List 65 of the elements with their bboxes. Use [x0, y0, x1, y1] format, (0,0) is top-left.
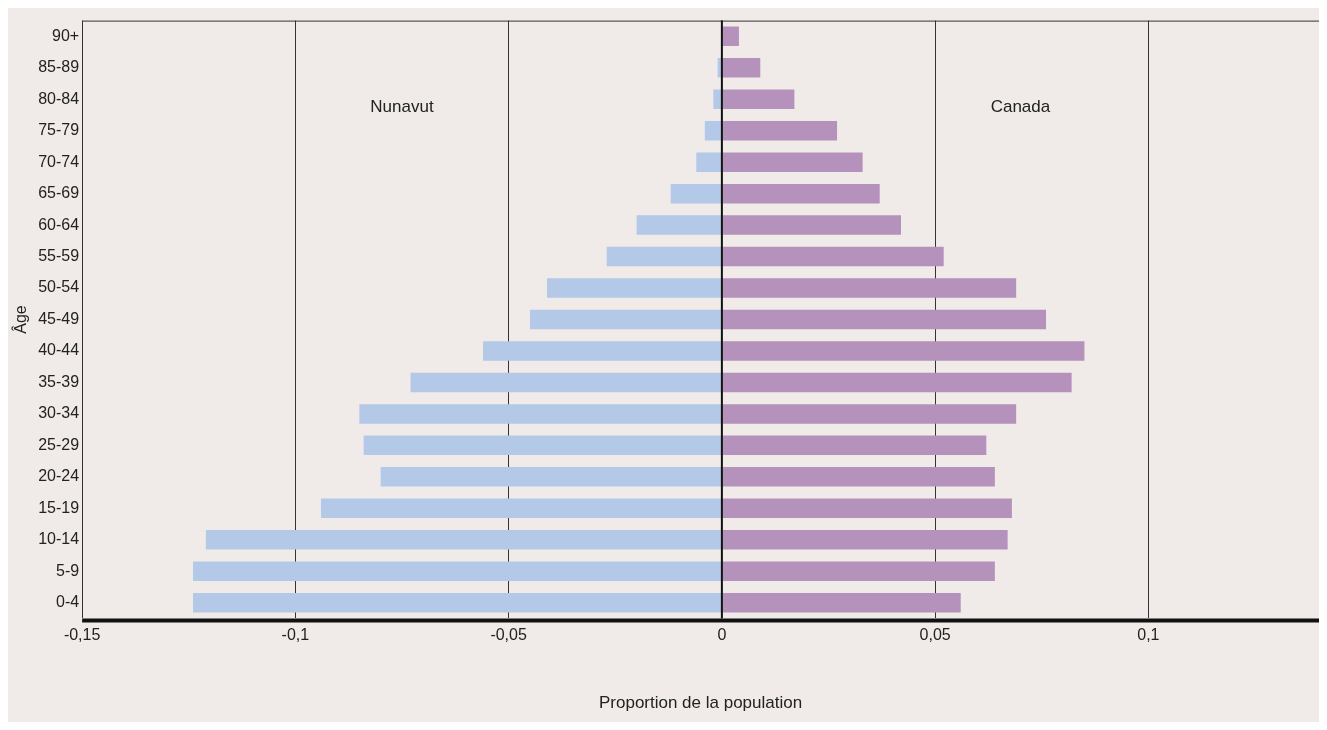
bar [363, 435, 722, 456]
x-tick-label: -0,15 [63, 626, 101, 644]
x-tick-label: -0,05 [490, 626, 527, 644]
x-tick-label: -0,1 [281, 626, 310, 644]
bar [483, 341, 722, 361]
bar [722, 498, 1012, 519]
y-tick-label: 70-74 [38, 152, 80, 170]
text: Nunavut [370, 96, 434, 116]
bar [636, 215, 722, 235]
x-tick-label: 0,05 [919, 626, 951, 644]
bar [529, 309, 722, 330]
y-tick-label: 45-49 [38, 309, 80, 327]
bar [722, 152, 863, 172]
bar [722, 592, 961, 613]
y-tick-label: 25-29 [38, 435, 80, 453]
bar [722, 372, 1072, 393]
y-tick-label: 60-64 [38, 215, 80, 233]
y-tick-label: 35-39 [38, 372, 80, 390]
bar [722, 89, 795, 110]
bar [722, 278, 1017, 298]
bar [722, 561, 995, 581]
y-tick-label: 0-4 [56, 593, 80, 611]
bar [713, 89, 722, 110]
x-axis-title: Proportion de la population [598, 693, 803, 713]
y-tick-label: 15-19 [38, 498, 80, 516]
bar [359, 404, 722, 424]
y-tick-label: 30-34 [38, 404, 80, 422]
bar [722, 120, 838, 141]
x-tick-label: 0,1 [1137, 626, 1160, 644]
y-tick-label: 5-9 [56, 561, 80, 579]
y-tick-label: 90+ [51, 26, 80, 44]
y-tick-label: 10-14 [38, 530, 80, 548]
bar [606, 246, 722, 267]
y-tick-label: 85-89 [38, 58, 80, 76]
x-tick-label: 0 [717, 626, 727, 644]
bar [193, 592, 722, 613]
bar [722, 26, 739, 47]
bar [722, 467, 995, 487]
y-tick-label: 65-69 [38, 184, 80, 202]
bar [722, 215, 902, 235]
bar [722, 404, 1017, 424]
bar [722, 246, 944, 267]
bar [193, 561, 722, 581]
y-tick-label: 80-84 [38, 89, 80, 107]
bar [696, 152, 722, 172]
y-tick-label: 75-79 [38, 121, 80, 139]
y-tick-label: 55-59 [38, 246, 80, 264]
y-tick-label: 50-54 [38, 278, 80, 296]
bar [704, 120, 722, 141]
bar [547, 278, 722, 298]
bar [722, 435, 987, 456]
bar [722, 341, 1085, 361]
bar [722, 58, 761, 78]
bar [722, 309, 1047, 330]
bar [320, 498, 722, 519]
bar [410, 372, 722, 393]
bar [722, 183, 880, 204]
bar [380, 467, 722, 487]
bar [722, 529, 1008, 550]
y-tick-label: 20-24 [38, 467, 80, 485]
y-axis-title: Âge [11, 305, 30, 334]
y-tick-label: 40-44 [38, 341, 80, 359]
bar [205, 529, 722, 550]
text: Canada [990, 96, 1051, 116]
bar [670, 183, 722, 204]
